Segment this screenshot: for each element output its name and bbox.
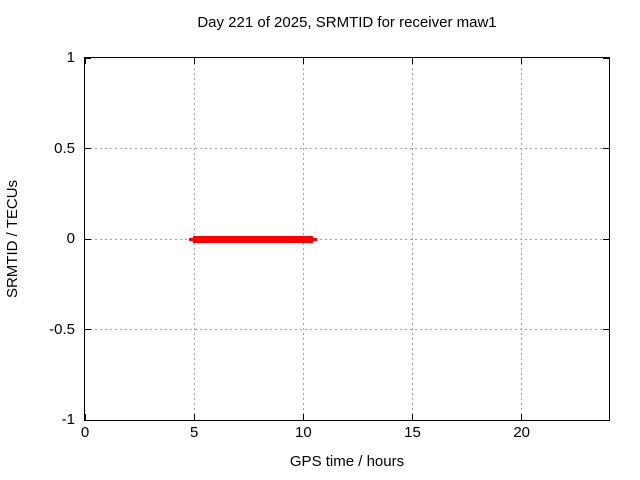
x-tick-label: 0	[80, 424, 90, 441]
x-tick-mark	[193, 58, 195, 64]
y-tick-label: -1	[61, 411, 75, 428]
y-tick-mark	[603, 419, 609, 421]
y-tick-mark	[603, 148, 609, 149]
y-tick-label: 1	[66, 49, 75, 66]
y-gridline	[85, 238, 609, 240]
chart-title: Day 221 of 2025, SRMTID for receiver maw…	[197, 14, 497, 31]
y-tick-mark	[85, 57, 91, 59]
y-tick-mark	[85, 148, 91, 149]
x-tick-mark	[521, 58, 523, 64]
x-tick-mark	[193, 414, 195, 420]
y-tick-mark	[85, 238, 91, 240]
y-tick-label: -0.5	[49, 320, 75, 338]
x-axis-label: GPS time / hours	[289, 453, 405, 470]
x-tick-mark	[84, 414, 86, 420]
y-tick-label: 0	[66, 230, 75, 247]
y-tick-mark	[603, 238, 609, 240]
x-tick-mark	[302, 414, 304, 420]
y-tick-label: 0.5	[54, 139, 75, 157]
x-tick-mark	[412, 414, 413, 420]
y-gridline	[85, 148, 609, 149]
plot-area	[84, 57, 610, 421]
x-tick-label: 10	[294, 424, 312, 441]
x-tick-mark	[412, 58, 413, 64]
y-gridline	[85, 329, 609, 330]
y-tick-mark	[603, 57, 609, 59]
y-tick-mark	[85, 419, 91, 421]
y-tick-mark	[603, 329, 609, 330]
x-tick-label: 20	[513, 424, 530, 441]
x-tick-label: 15	[404, 424, 421, 441]
x-tick-mark	[521, 414, 523, 420]
x-tick-mark	[302, 58, 304, 64]
y-tick-mark	[85, 329, 91, 330]
x-tick-mark	[84, 58, 86, 64]
x-tick-label: 5	[189, 424, 199, 441]
srmtid-series-line	[192, 235, 314, 243]
